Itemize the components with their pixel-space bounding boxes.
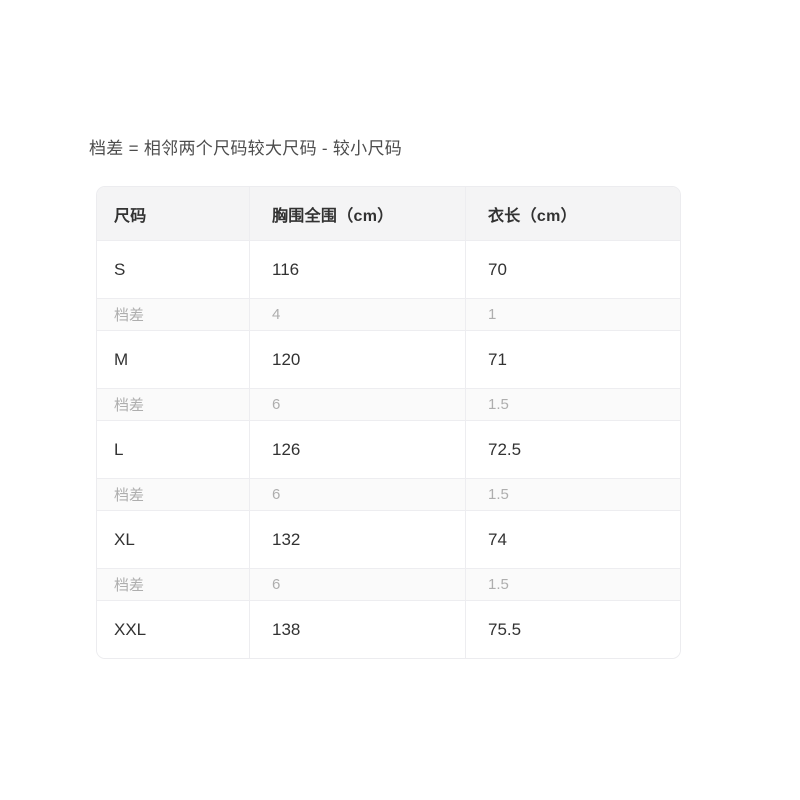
- table-row-size-xxl: XXL 138 75.5: [97, 600, 680, 658]
- column-header-chest: 胸围全围（cm）: [249, 187, 465, 240]
- cell-length-value: 70: [465, 241, 680, 298]
- cell-chest-value: 116: [249, 241, 465, 298]
- cell-length-value: 72.5: [465, 421, 680, 478]
- cell-diff-label: 档差: [114, 397, 145, 414]
- cell-diff-chest-value: 6: [249, 569, 465, 600]
- table-row-diff: 档差 6 1.5: [97, 388, 680, 420]
- cell-chest-value: 126: [249, 421, 465, 478]
- table-row-size-xl: XL 132 74: [97, 510, 680, 568]
- table-row-diff: 档差 4 1: [97, 298, 680, 330]
- cell-diff-length-value: 1: [465, 299, 680, 330]
- cell-size-label: XL: [114, 529, 135, 549]
- cell-diff-label: 档差: [114, 577, 145, 594]
- cell-size-label: S: [114, 259, 126, 279]
- table-row-diff: 档差 6 1.5: [97, 478, 680, 510]
- cell-size-label: M: [114, 349, 129, 369]
- cell-size-label: XXL: [114, 619, 147, 639]
- cell-diff-length-value: 1.5: [465, 479, 680, 510]
- table-header-row: 尺码 胸围全围（cm） 衣长（cm）: [97, 187, 680, 240]
- cell-chest-value: 132: [249, 511, 465, 568]
- cell-diff-chest-value: 6: [249, 389, 465, 420]
- cell-chest-value: 138: [249, 601, 465, 658]
- cell-diff-chest-value: 4: [249, 299, 465, 330]
- table-row-size-l: L 126 72.5: [97, 420, 680, 478]
- cell-diff-length-value: 1.5: [465, 569, 680, 600]
- table-row-size-m: M 120 71: [97, 330, 680, 388]
- table-row-size-s: S 116 70: [97, 240, 680, 298]
- cell-diff-label: 档差: [114, 307, 145, 324]
- size-chart-table: 尺码 胸围全围（cm） 衣长（cm） S 116 70 档差 4 1 M 120…: [96, 186, 681, 659]
- cell-diff-length-value: 1.5: [465, 389, 680, 420]
- cell-length-value: 75.5: [465, 601, 680, 658]
- column-header-size: 尺码: [114, 207, 147, 225]
- cell-size-label: L: [114, 439, 124, 459]
- cell-length-value: 71: [465, 331, 680, 388]
- cell-diff-chest-value: 6: [249, 479, 465, 510]
- table-row-diff: 档差 6 1.5: [97, 568, 680, 600]
- cell-length-value: 74: [465, 511, 680, 568]
- column-header-length: 衣长（cm）: [465, 187, 680, 240]
- cell-diff-label: 档差: [114, 487, 145, 504]
- diff-formula-note: 档差 = 相邻两个尺码较大尺码 - 较小尺码: [89, 139, 403, 158]
- cell-chest-value: 120: [249, 331, 465, 388]
